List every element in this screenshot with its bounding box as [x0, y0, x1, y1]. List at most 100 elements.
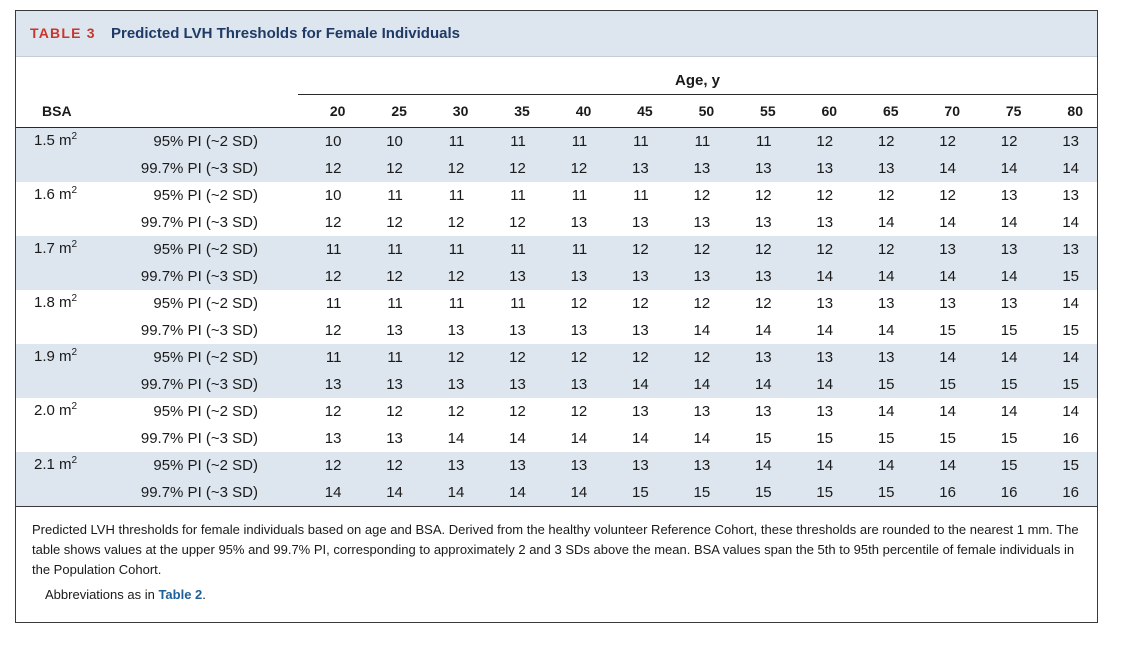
- table-row: 99.7% PI (~3 SD) 13 13 14 14 14 14 14 15 15 15 15 15…: [16, 425, 1097, 452]
- table-row: 99.7% PI (~3 SD) 12 12 12 12 13 13 13 13 13 14 14 14…: [16, 209, 1097, 236]
- footnote-text: Predicted LVH thresholds for female indi…: [32, 522, 1079, 577]
- bsa-cell: 1.7 m2: [16, 235, 112, 290]
- threshold-cell: 12: [447, 213, 465, 231]
- threshold-cell: 11: [510, 186, 526, 204]
- bsa-cell: 1.8 m2: [16, 290, 112, 344]
- threshold-cell: 13: [324, 429, 342, 447]
- threshold-cell: 12: [447, 402, 465, 420]
- threshold-cell: 12: [693, 294, 711, 312]
- table-2-link[interactable]: Table 2: [158, 587, 203, 602]
- threshold-cell: 12: [420, 154, 483, 182]
- threshold-cell: 14: [1000, 213, 1018, 231]
- age-column-header: 60: [789, 94, 852, 128]
- table-label: TABLE 3: [30, 25, 96, 41]
- bsa-value: 1.5 m: [34, 132, 72, 149]
- threshold-cell: 16: [912, 478, 974, 506]
- threshold-cell: 13: [728, 262, 790, 290]
- threshold-cell: 12: [482, 343, 544, 371]
- abbreviations-note: Abbreviations as in Table 2.: [45, 587, 206, 602]
- threshold-cell: 12: [298, 451, 360, 479]
- threshold-cell: 14: [420, 478, 483, 506]
- threshold-cell: 15: [1000, 429, 1018, 447]
- threshold-cell: 12: [693, 186, 711, 204]
- threshold-cell: 12: [324, 402, 342, 420]
- threshold-cell: 12: [816, 186, 834, 204]
- threshold-cell: 12: [605, 343, 667, 371]
- table-frame: TABLE 3 Predicted LVH Thresholds for Fem…: [15, 10, 1098, 623]
- threshold-cell: 15: [851, 370, 913, 398]
- threshold-cell: 14: [939, 402, 956, 420]
- column-header-row: BSA 20 25 30 35 40 45 50 55 60 65 70 75 80: [16, 94, 1097, 128]
- threshold-cell: 12: [570, 402, 588, 420]
- threshold-cell: 14: [789, 451, 852, 479]
- age-column-header: 35: [482, 94, 544, 128]
- table-row: 99.7% PI (~3 SD) 12 12 12 12 12 13 13 13 13 13 14 14…: [16, 154, 1097, 182]
- threshold-cell: 15: [851, 478, 913, 506]
- threshold-cell: 12: [666, 343, 729, 371]
- threshold-cell: 13: [728, 154, 790, 182]
- threshold-cell: 13: [605, 262, 667, 290]
- threshold-cell: 14: [482, 478, 544, 506]
- age-column-header: 55: [728, 94, 790, 128]
- threshold-cell: 13: [666, 154, 729, 182]
- threshold-cell: 12: [482, 154, 544, 182]
- pi-label: 99.7% PI (~3 SD): [112, 154, 298, 182]
- threshold-cell: 15: [1062, 321, 1079, 339]
- threshold-cell: 10: [359, 127, 421, 155]
- pi-label: 99.7% PI (~3 SD): [112, 478, 298, 506]
- threshold-cell: 11: [325, 294, 342, 312]
- threshold-cell: 13: [543, 451, 606, 479]
- threshold-cell: 13: [1062, 186, 1079, 204]
- threshold-cell: 14: [666, 370, 729, 398]
- threshold-cell: 14: [877, 321, 895, 339]
- threshold-cell: 14: [816, 321, 834, 339]
- threshold-cell: 12: [324, 321, 342, 339]
- bsa-cell: 1.5 m2: [16, 127, 112, 182]
- threshold-cell: 14: [447, 429, 465, 447]
- threshold-cell: 13: [1035, 235, 1097, 263]
- threshold-cell: 14: [877, 213, 895, 231]
- threshold-cell: 13: [816, 402, 834, 420]
- threshold-cell: 13: [447, 321, 465, 339]
- threshold-cell: 12: [509, 402, 526, 420]
- threshold-cell: 13: [605, 451, 667, 479]
- header-spacer: [16, 66, 298, 95]
- bsa-header: BSA: [16, 94, 112, 128]
- threshold-cell: 13: [728, 343, 790, 371]
- pi-header: [112, 94, 298, 128]
- threshold-cell: 14: [693, 321, 711, 339]
- threshold-cell: 11: [571, 186, 588, 204]
- threshold-cell: 10: [324, 186, 342, 204]
- threshold-cell: 14: [1035, 154, 1097, 182]
- bsa-value: 1.6 m: [34, 185, 72, 203]
- threshold-cell: 13: [482, 262, 544, 290]
- threshold-cell: 13: [851, 343, 913, 371]
- threshold-cell: 14: [973, 343, 1036, 371]
- threshold-cell: 13: [298, 370, 360, 398]
- table-row: 99.7% PI (~3 SD) 12 12 12 13 13 13 13 13 14 14 14 14…: [16, 262, 1097, 290]
- bsa-value: 2.0 m: [34, 401, 72, 419]
- threshold-cell: 13: [851, 154, 913, 182]
- threshold-cell: 12: [754, 186, 772, 204]
- threshold-cell: 14: [1062, 402, 1079, 420]
- bsa-cell: 1.6 m2: [16, 182, 112, 236]
- pi-label: 99.7% PI (~3 SD): [140, 321, 258, 339]
- pi-label: 95% PI (~2 SD): [112, 235, 298, 263]
- threshold-cell: 11: [298, 235, 360, 263]
- threshold-cell: 11: [510, 294, 526, 312]
- threshold-cell: 14: [1035, 343, 1097, 371]
- age-column-header: 50: [666, 94, 729, 128]
- threshold-cell: 12: [570, 294, 588, 312]
- age-header: Age, y: [298, 66, 1097, 95]
- threshold-cell: 15: [939, 321, 956, 339]
- pi-label: 99.7% PI (~3 SD): [140, 213, 258, 231]
- threshold-cell: 12: [666, 235, 729, 263]
- bsa-value: 2.1 m: [34, 455, 72, 473]
- pi-label: 99.7% PI (~3 SD): [140, 429, 258, 447]
- threshold-cell: 13: [543, 262, 606, 290]
- threshold-cell: 15: [605, 478, 667, 506]
- threshold-cell: 14: [605, 370, 667, 398]
- pi-label: 95% PI (~2 SD): [153, 186, 258, 204]
- threshold-cell: 12: [359, 451, 421, 479]
- threshold-cell: 15: [939, 429, 956, 447]
